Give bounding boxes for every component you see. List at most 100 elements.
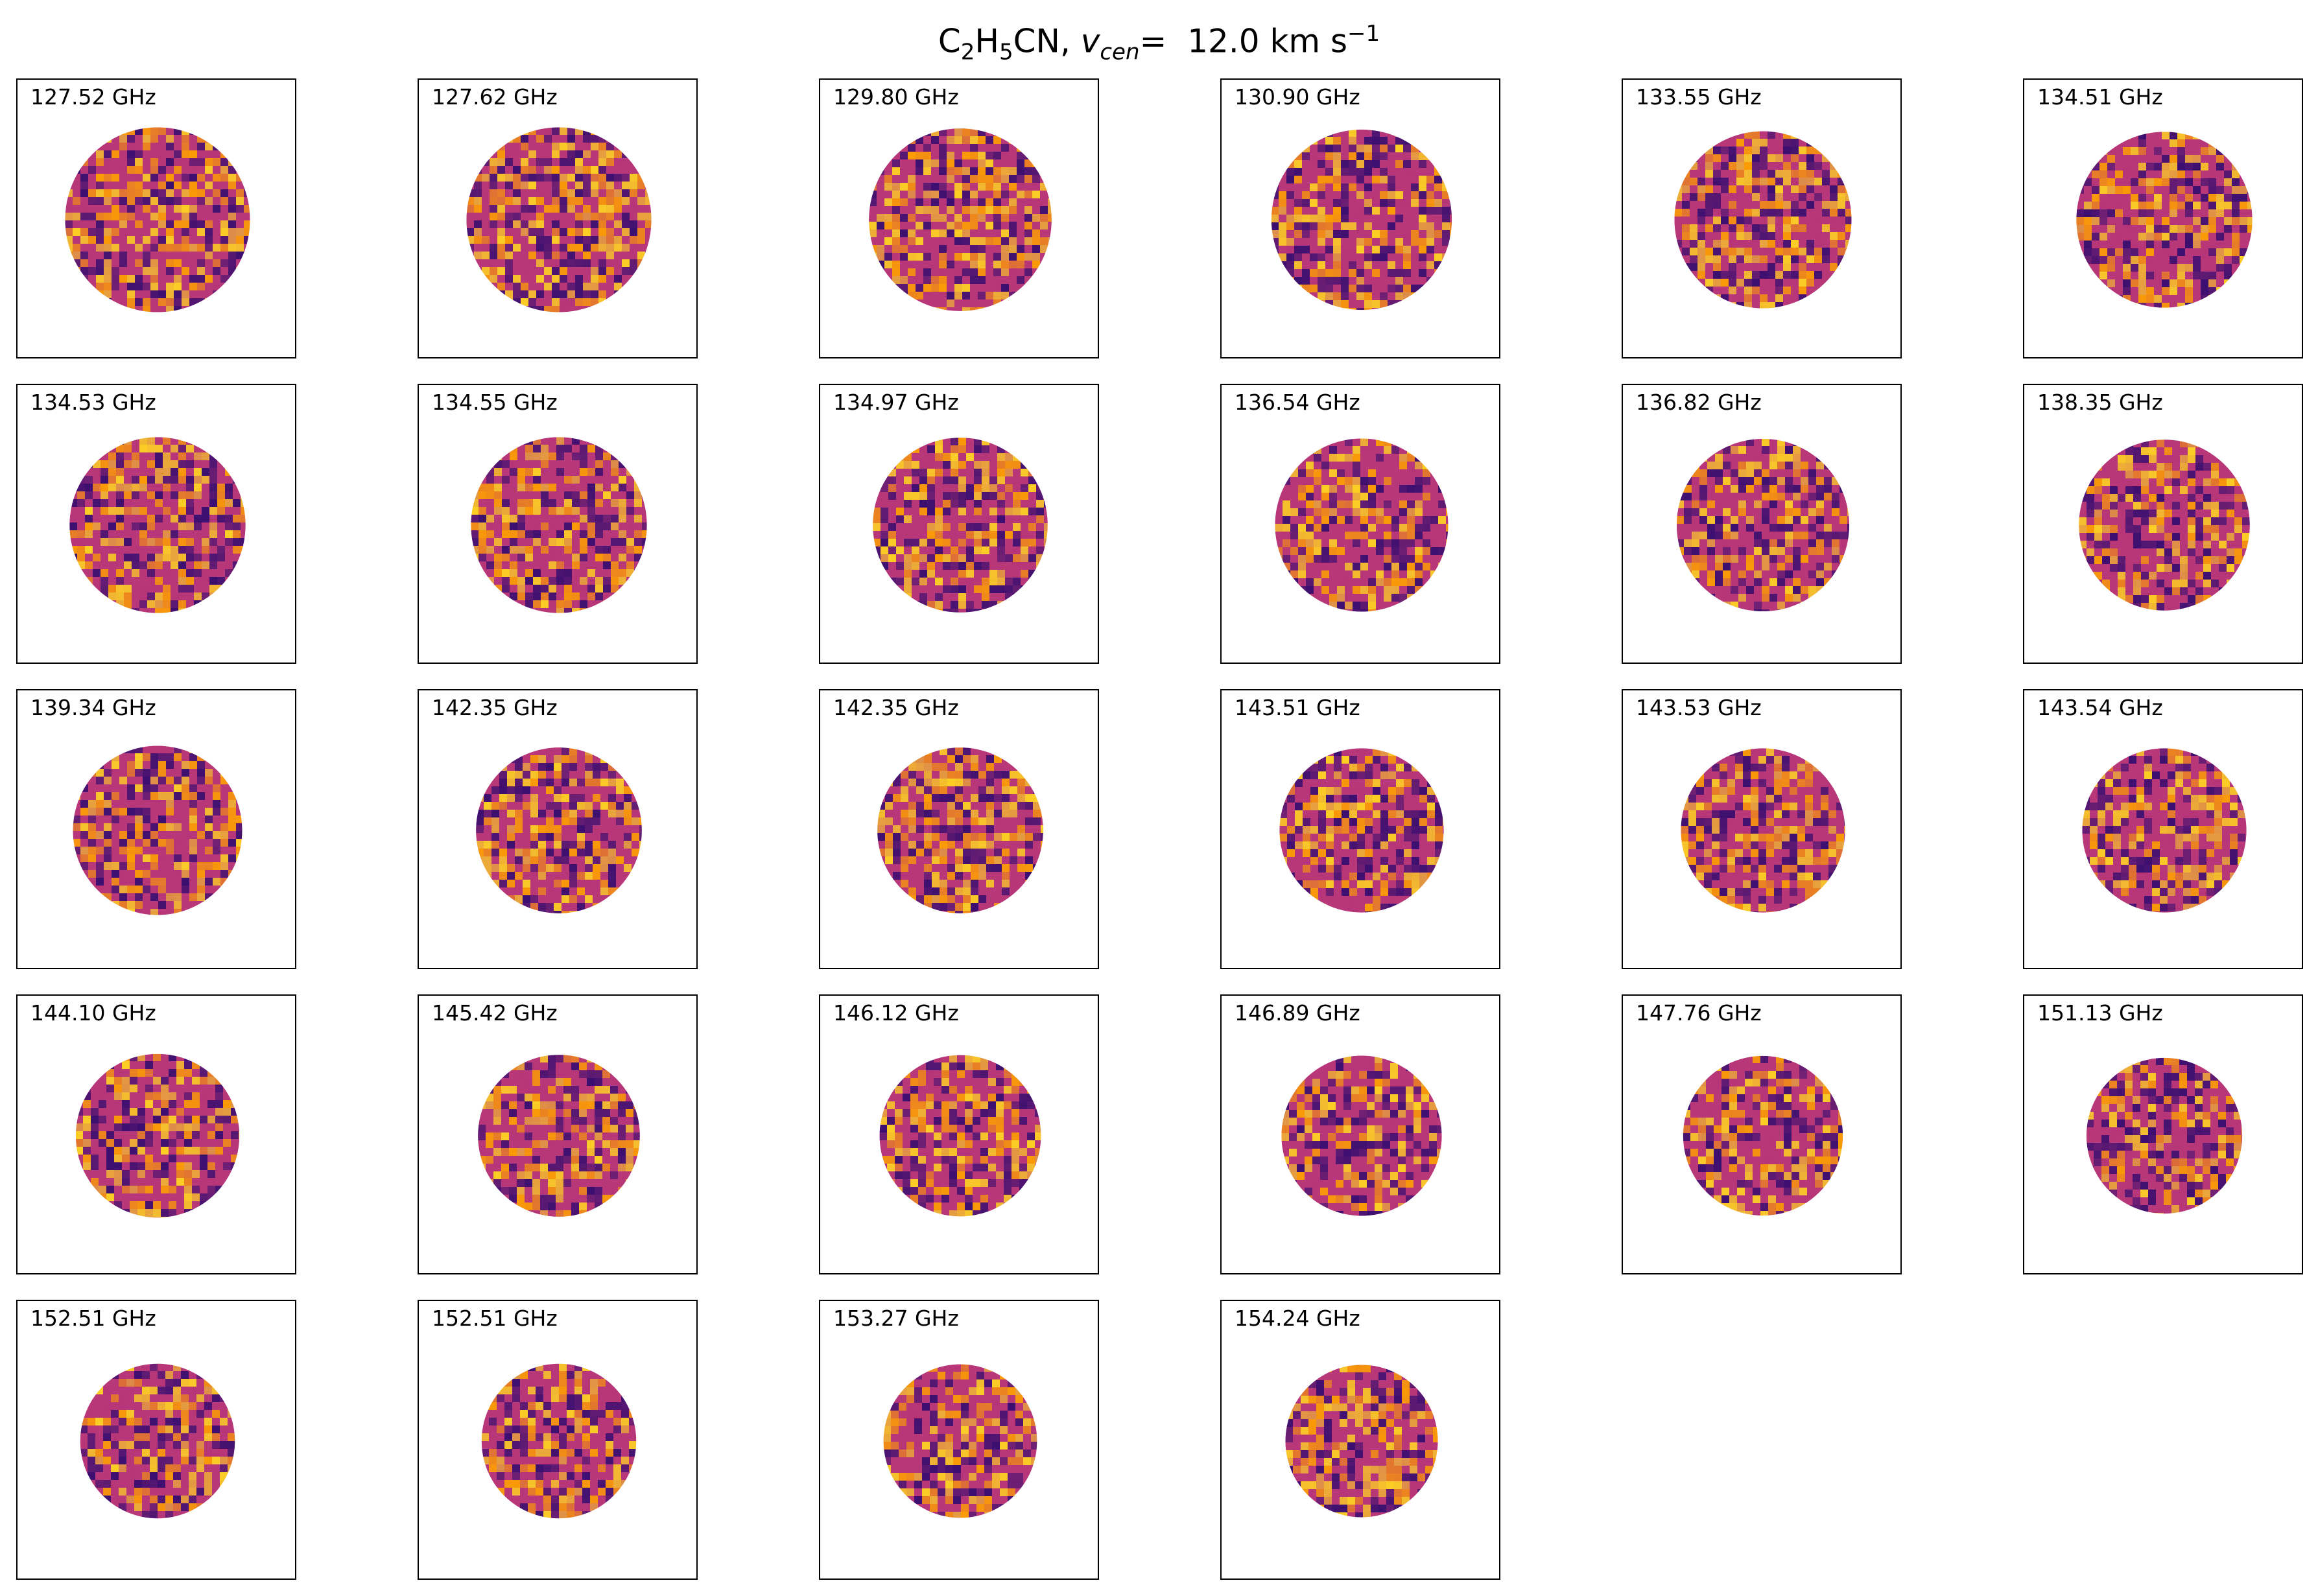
noise-cell — [916, 261, 923, 268]
noise-cell — [970, 214, 978, 222]
noise-cell — [1318, 222, 1325, 230]
noise-cell — [2107, 194, 2115, 202]
noise-cell — [2208, 170, 2216, 178]
noise-cell — [587, 538, 595, 546]
noise-cell — [1736, 255, 1744, 263]
noise-cell — [993, 144, 1001, 152]
noise-cell — [1760, 139, 1768, 147]
noise-cell — [2076, 225, 2084, 233]
noise-cell — [970, 191, 978, 198]
noise-cell — [2170, 303, 2177, 308]
noise-cell — [233, 561, 241, 569]
noise-cell — [1434, 238, 1442, 246]
noise-cell — [101, 460, 108, 468]
noise-cell — [1395, 285, 1403, 292]
noise-cell — [147, 593, 155, 600]
noise-cell — [974, 601, 982, 609]
noise-cell — [2247, 233, 2253, 241]
noise-cell — [939, 245, 947, 253]
noise-cell — [970, 167, 978, 175]
panel-frequency-label: 133.55 GHz — [1636, 84, 1762, 110]
noise-cell — [575, 197, 583, 205]
noise-cell — [1395, 168, 1403, 176]
noise-cell — [1001, 222, 1009, 229]
noise-cell — [101, 561, 108, 569]
noise-cell — [220, 197, 228, 205]
noise-cell — [139, 484, 147, 491]
noise-cell — [951, 531, 958, 539]
noise-cell — [1399, 516, 1407, 524]
noise-cell — [536, 174, 544, 182]
noise-cell — [583, 252, 591, 259]
noise-cell — [896, 492, 904, 500]
noise-cell — [611, 445, 619, 452]
noise-cell — [1450, 238, 1452, 246]
noise-cell — [1450, 246, 1452, 253]
noise-cell — [2138, 170, 2146, 178]
noise-cell — [1442, 215, 1450, 222]
noise-cell — [1345, 524, 1353, 532]
noise-cell — [505, 267, 513, 275]
noise-cell — [1395, 215, 1403, 222]
noise-cell — [1310, 215, 1318, 222]
noise-cell — [1024, 245, 1032, 253]
noise-cell — [2084, 241, 2092, 248]
noise-cell — [1345, 547, 1353, 555]
noise-cell — [1376, 500, 1384, 508]
noise-cell — [93, 593, 101, 600]
noise-cell — [533, 608, 541, 613]
noise-cell — [1411, 230, 1419, 238]
noise-cell — [517, 585, 525, 593]
noise-cell — [1682, 263, 1690, 271]
noise-cell — [2208, 147, 2216, 155]
noise-cell — [178, 530, 186, 538]
noise-cell — [2162, 303, 2170, 308]
noise-cell — [213, 174, 220, 182]
noise-cell — [1705, 287, 1713, 294]
noise-cell — [143, 298, 150, 306]
noise-cell — [1814, 185, 1822, 193]
noise-cell — [552, 283, 560, 290]
noise-cell — [556, 515, 564, 522]
noise-cell — [904, 453, 912, 461]
noise-cell — [873, 554, 881, 562]
noise-cell — [1380, 253, 1388, 261]
noise-cell — [505, 244, 513, 252]
noise-cell — [163, 569, 171, 577]
noise-cell — [1341, 129, 1349, 137]
noise-cell — [575, 220, 583, 228]
noise-cell — [513, 182, 521, 189]
noise-cell — [533, 484, 541, 491]
noise-cell — [1345, 586, 1353, 594]
noise-cell — [189, 267, 197, 275]
noise-cell — [1314, 602, 1321, 609]
noise-cell — [1799, 255, 1806, 263]
noise-cell — [1290, 477, 1298, 485]
noise-cell — [497, 244, 505, 252]
noise-cell — [541, 515, 549, 522]
noise-cell — [1380, 292, 1388, 300]
noise-cell — [2076, 241, 2084, 248]
noise-cell — [2092, 233, 2099, 241]
noise-cell — [986, 245, 993, 253]
noise-cell — [1395, 137, 1403, 145]
noise-cell — [1407, 602, 1415, 609]
noise-cell — [935, 570, 943, 578]
noise-cell — [112, 259, 119, 267]
noise-cell — [1024, 222, 1032, 229]
noise-cell — [560, 150, 567, 158]
noise-cell — [1337, 500, 1345, 508]
noise-cell — [528, 205, 536, 213]
noise-cell — [1713, 279, 1721, 287]
noise-cell — [1793, 508, 1801, 516]
noise-cell — [171, 445, 178, 452]
noise-cell — [645, 236, 652, 244]
noise-cell — [1345, 555, 1353, 563]
noise-cell — [2138, 241, 2146, 248]
noise-cell — [1814, 279, 1822, 287]
noise-cell — [1395, 160, 1403, 168]
noise-cell — [1729, 255, 1736, 263]
noise-cell — [1380, 199, 1388, 207]
noise-cell — [73, 174, 80, 182]
noise-cell — [1434, 183, 1442, 191]
